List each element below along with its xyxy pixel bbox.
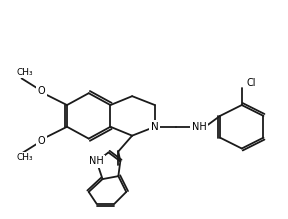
Text: O: O [37, 86, 45, 96]
Text: N: N [151, 122, 159, 132]
Text: O: O [37, 136, 45, 146]
Text: CH₃: CH₃ [17, 153, 33, 162]
Text: NH: NH [192, 122, 207, 132]
Text: NH: NH [89, 156, 104, 166]
Text: Cl: Cl [247, 78, 256, 88]
Text: CH₃: CH₃ [17, 68, 33, 77]
